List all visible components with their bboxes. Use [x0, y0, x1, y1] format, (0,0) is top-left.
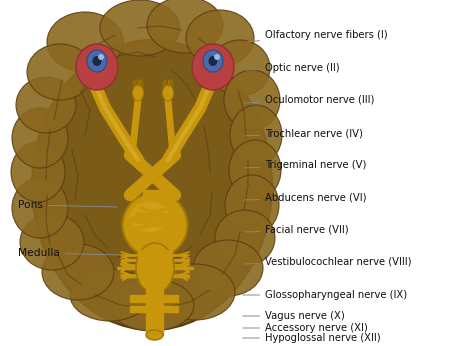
Ellipse shape — [186, 10, 254, 66]
Ellipse shape — [70, 269, 150, 321]
Text: Hypoglossal nerve (XII): Hypoglossal nerve (XII) — [243, 333, 381, 343]
Ellipse shape — [163, 85, 173, 101]
Ellipse shape — [47, 12, 123, 72]
Ellipse shape — [193, 240, 263, 296]
Text: Abducens nerve (VI): Abducens nerve (VI) — [245, 193, 366, 203]
Ellipse shape — [225, 175, 279, 235]
Text: Oculomotor nerve (III): Oculomotor nerve (III) — [245, 95, 374, 105]
Ellipse shape — [92, 56, 101, 66]
Ellipse shape — [110, 279, 194, 331]
Ellipse shape — [210, 40, 270, 96]
Text: Glossopharyngeal nerve (IX): Glossopharyngeal nerve (IX) — [243, 290, 407, 300]
Ellipse shape — [32, 40, 272, 330]
Ellipse shape — [215, 210, 275, 266]
Text: Optic nerve (II): Optic nerve (II) — [246, 63, 340, 73]
Ellipse shape — [100, 0, 180, 56]
Ellipse shape — [192, 44, 234, 90]
Text: Pons: Pons — [18, 200, 117, 210]
Ellipse shape — [230, 105, 282, 165]
Text: Vestibulocochlear nerve (VIII): Vestibulocochlear nerve (VIII) — [245, 257, 411, 267]
Ellipse shape — [122, 192, 188, 257]
Ellipse shape — [146, 330, 163, 340]
Ellipse shape — [214, 54, 220, 60]
Ellipse shape — [76, 44, 118, 90]
Ellipse shape — [98, 54, 104, 60]
Ellipse shape — [16, 77, 76, 133]
Ellipse shape — [229, 140, 281, 200]
Ellipse shape — [133, 85, 144, 101]
Ellipse shape — [209, 56, 218, 66]
Text: Trochlear nerve (IV): Trochlear nerve (IV) — [245, 128, 363, 138]
Text: Medulla: Medulla — [18, 248, 119, 258]
Ellipse shape — [224, 70, 280, 130]
Ellipse shape — [155, 264, 235, 320]
Text: Vagus nerve (X): Vagus nerve (X) — [243, 311, 345, 321]
Ellipse shape — [42, 244, 114, 300]
Ellipse shape — [12, 178, 68, 238]
Ellipse shape — [27, 44, 93, 100]
Text: Facial nerve (VII): Facial nerve (VII) — [245, 225, 348, 235]
Ellipse shape — [87, 50, 107, 72]
Ellipse shape — [147, 0, 223, 53]
Ellipse shape — [11, 142, 65, 202]
Ellipse shape — [203, 50, 223, 72]
Ellipse shape — [130, 202, 170, 232]
Ellipse shape — [12, 108, 68, 168]
Ellipse shape — [20, 214, 84, 270]
Text: Trigeminal nerve (V): Trigeminal nerve (V) — [245, 160, 366, 170]
Text: Accessory nerve (XI): Accessory nerve (XI) — [243, 323, 368, 333]
Ellipse shape — [136, 243, 174, 293]
Text: Olfactory nerve fibers (I): Olfactory nerve fibers (I) — [248, 30, 388, 42]
